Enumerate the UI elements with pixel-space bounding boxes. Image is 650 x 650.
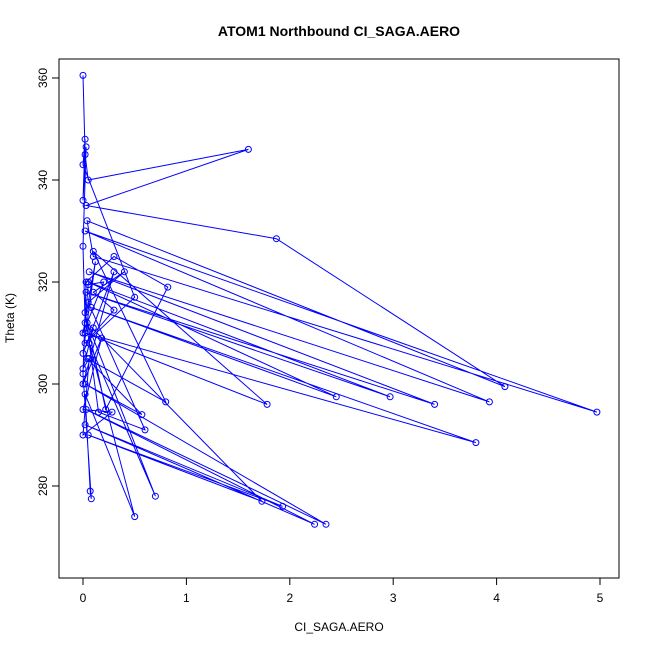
x-tick-label: 5 [597, 591, 604, 605]
data-point [83, 217, 91, 225]
data-point [386, 393, 394, 401]
data-point [79, 406, 87, 413]
chart-title: ATOM1 Northbound CI_SAGA.AERO [218, 23, 460, 39]
data-point [258, 497, 266, 505]
data-point [110, 306, 118, 314]
data-point [79, 329, 87, 337]
y-tick-label: 280 [36, 476, 50, 496]
data-point [81, 329, 89, 337]
data-point [593, 408, 601, 416]
y-tick-label: 340 [36, 170, 50, 190]
x-tick-label: 4 [493, 591, 500, 605]
data-point [84, 281, 92, 289]
data-point [108, 408, 116, 416]
x-tick-label: 2 [286, 591, 293, 605]
data-point [164, 283, 172, 291]
data-point [79, 431, 87, 439]
data-point [79, 349, 87, 357]
y-tick-label: 320 [36, 272, 50, 292]
y-tick-label: 360 [36, 68, 50, 88]
data-point [82, 288, 90, 296]
data-point [311, 520, 319, 528]
data-point [84, 176, 92, 184]
data-point [89, 247, 97, 255]
data-point [79, 370, 87, 378]
data-point [279, 502, 287, 510]
data-point [85, 355, 93, 362]
data-point [79, 71, 87, 79]
data-point [110, 253, 118, 260]
data-point [81, 339, 89, 347]
x-axis-label: CI_SAGA.AERO [294, 620, 383, 634]
data-point [79, 242, 87, 250]
data-point [81, 390, 89, 398]
data-point [98, 334, 106, 342]
data-point [79, 161, 87, 169]
data-point [87, 304, 95, 311]
x-tick-label: 1 [183, 591, 190, 605]
data-point [81, 227, 89, 235]
x-tick-label: 0 [80, 591, 87, 605]
data-point [472, 439, 480, 447]
data-point [95, 408, 102, 416]
data-point [81, 309, 89, 317]
data-point [87, 495, 95, 503]
y-tick-label: 300 [36, 374, 50, 394]
data-point [79, 380, 87, 388]
data-point [272, 235, 280, 243]
data-point [162, 398, 170, 406]
series-layer [79, 71, 601, 528]
data-point [100, 278, 108, 286]
data-point [79, 365, 87, 373]
data-point [84, 298, 92, 306]
data-point [131, 293, 139, 301]
data-point [89, 324, 97, 332]
data-point [82, 406, 90, 413]
data-point [83, 355, 91, 362]
data-point [83, 319, 91, 327]
data-point [86, 487, 94, 495]
series-line [82, 75, 598, 525]
data-point [120, 268, 128, 276]
data-point [85, 339, 93, 347]
data-point [89, 288, 97, 296]
plot-frame [58, 58, 620, 579]
data-point [431, 400, 439, 408]
data-point [81, 319, 89, 327]
y-axis-label: Theta (K) [3, 293, 17, 343]
y-axis: 280 300 320 340 360 [36, 68, 60, 496]
data-point [244, 145, 252, 153]
data-point [79, 196, 87, 204]
data-point [131, 513, 139, 521]
data-point [81, 421, 89, 429]
data-point [332, 393, 340, 401]
data-point [81, 151, 89, 158]
data-point [501, 383, 509, 391]
data-point [110, 268, 118, 276]
data-point [81, 380, 89, 388]
data-point [82, 143, 90, 151]
x-axis: 0 1 2 3 4 5 [80, 577, 604, 605]
data-point [91, 258, 99, 266]
data-point [102, 406, 110, 413]
data-point [138, 411, 146, 419]
data-point [151, 492, 159, 500]
data-point [85, 268, 93, 276]
data-point [81, 135, 89, 143]
data-point [322, 520, 330, 528]
data-point [263, 400, 271, 408]
data-point [82, 202, 90, 209]
data-point [84, 278, 92, 286]
data-point [141, 426, 149, 434]
data-point [84, 431, 92, 439]
x-tick-label: 3 [390, 591, 397, 605]
data-point [485, 398, 493, 406]
